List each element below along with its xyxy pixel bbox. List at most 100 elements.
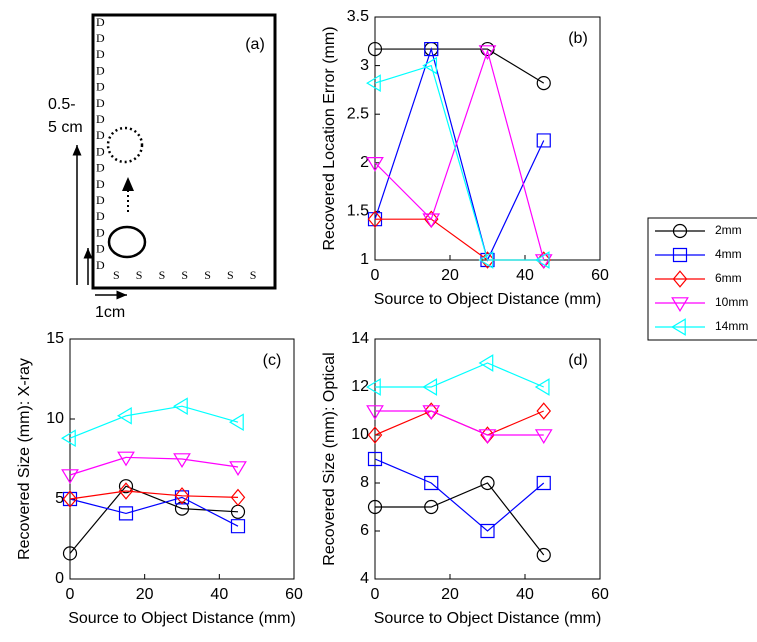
series-line — [374, 48, 545, 261]
marker — [536, 402, 552, 420]
marker — [534, 378, 550, 396]
marker — [61, 469, 79, 484]
detector: D — [96, 144, 105, 158]
legend-marker — [672, 270, 688, 288]
marker — [478, 429, 497, 444]
source: S — [250, 268, 257, 282]
source: S — [227, 268, 234, 282]
detector: D — [96, 258, 105, 272]
panel-label: (b) — [568, 30, 588, 47]
series-line — [374, 46, 545, 262]
y-tick-label: 8 — [360, 474, 369, 491]
marker — [173, 397, 188, 416]
x-tick-label: 0 — [66, 586, 75, 603]
series-line — [69, 490, 239, 500]
marker — [536, 133, 551, 148]
panel-label: (c) — [263, 352, 282, 369]
object — [107, 225, 147, 259]
series-line — [375, 410, 544, 436]
marker — [229, 461, 247, 476]
x-tick-label: 20 — [441, 586, 459, 603]
y-axis-label: Recovered Size (mm): Optical — [321, 352, 338, 565]
plot-area — [374, 16, 601, 261]
x-tick-label: 0 — [371, 586, 380, 603]
source: S — [181, 268, 188, 282]
y-tick-label: 12 — [351, 378, 369, 395]
marker — [534, 429, 553, 444]
y-tick-label: 2.5 — [347, 105, 369, 122]
legend-marker — [672, 247, 688, 263]
legend-label: 2mm — [715, 223, 742, 237]
x-tick-label: 60 — [591, 267, 609, 284]
marker — [174, 487, 190, 505]
x-axis-label: Source to Object Distance (mm) — [374, 610, 602, 627]
y-tick-label: 3 — [360, 57, 369, 74]
marker — [478, 354, 494, 372]
detector: D — [96, 177, 105, 191]
y-tick-label: 14 — [351, 330, 369, 347]
marker — [480, 475, 495, 491]
x-tick-label: 40 — [210, 586, 228, 603]
marker — [230, 488, 246, 507]
marker — [229, 413, 244, 432]
y-axis-label: Recovered Location Error (mm) — [321, 26, 338, 250]
scale-label: 5 cm — [48, 119, 83, 136]
detector: D — [96, 161, 105, 175]
y-tick-label: 3.5 — [347, 8, 369, 25]
marker — [534, 251, 550, 269]
marker — [174, 501, 190, 516]
marker — [367, 499, 383, 515]
marker — [230, 519, 246, 534]
series-line — [374, 64, 544, 261]
marker — [424, 475, 439, 491]
marker — [117, 406, 132, 425]
series-line — [69, 405, 239, 439]
scale-label: 0.5- — [48, 96, 76, 113]
marker — [367, 210, 383, 228]
y-tick-label: 2 — [360, 154, 369, 171]
marker — [536, 475, 551, 491]
legend-label: 10mm — [715, 295, 748, 309]
legend-label: 6mm — [715, 271, 742, 285]
y-tick-label: 1.5 — [347, 203, 369, 220]
marker — [366, 157, 384, 172]
marker — [62, 491, 78, 507]
series-line — [69, 485, 239, 554]
detector: D — [96, 96, 105, 110]
source: S — [204, 268, 211, 282]
marker — [118, 482, 134, 500]
marker — [424, 41, 439, 57]
marker — [424, 499, 439, 515]
y-tick-label: 10 — [46, 410, 64, 427]
moved-object — [106, 126, 144, 164]
diagram: (a) 0.5- 5 cm 1cm — [48, 13, 277, 321]
marker — [422, 56, 438, 75]
marker — [118, 479, 134, 494]
marker — [117, 451, 135, 467]
marker — [478, 45, 497, 60]
detector: D — [96, 112, 105, 126]
series-line — [375, 482, 545, 556]
marker — [536, 75, 551, 91]
marker — [422, 213, 441, 229]
detector: D — [96, 225, 105, 239]
source: S — [113, 268, 120, 282]
domain-box — [91, 13, 277, 290]
x-axis-label: Source to Object Distance (mm) — [68, 610, 296, 627]
y-tick-label: 5 — [55, 490, 64, 507]
x-tick-label: 20 — [441, 267, 459, 284]
marker — [61, 429, 76, 448]
plot-area — [374, 338, 601, 580]
detector: D — [96, 15, 105, 29]
series-line — [375, 362, 544, 388]
y-tick-label: 1 — [360, 251, 369, 268]
source: S — [159, 268, 166, 282]
detector: D — [96, 242, 105, 256]
marker — [478, 251, 494, 269]
detector: D — [96, 31, 105, 45]
marker — [62, 490, 78, 508]
x-tick-label: 60 — [285, 586, 303, 603]
panel-label: (d) — [568, 352, 588, 369]
detector: D — [96, 209, 105, 223]
y-tick-label: 10 — [351, 426, 369, 443]
